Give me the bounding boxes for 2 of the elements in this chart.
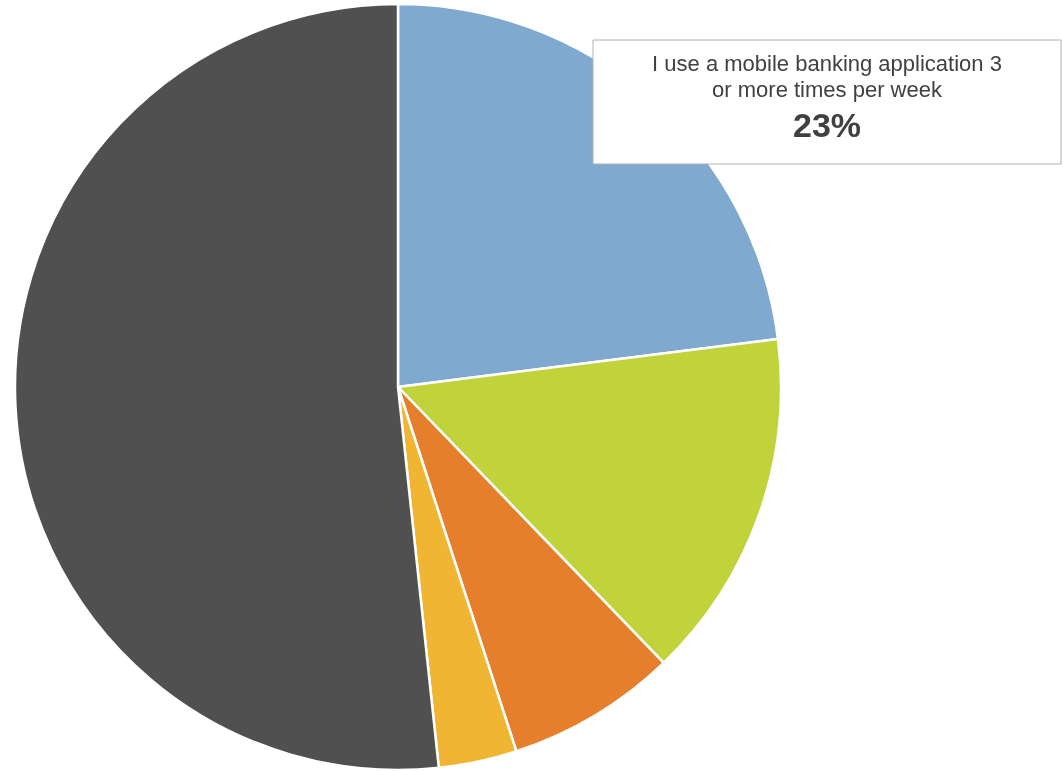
data-label: 23%: [792, 106, 862, 144]
slice-label: I use a mobile banking application 3 or more times per week: [652, 51, 1002, 102]
